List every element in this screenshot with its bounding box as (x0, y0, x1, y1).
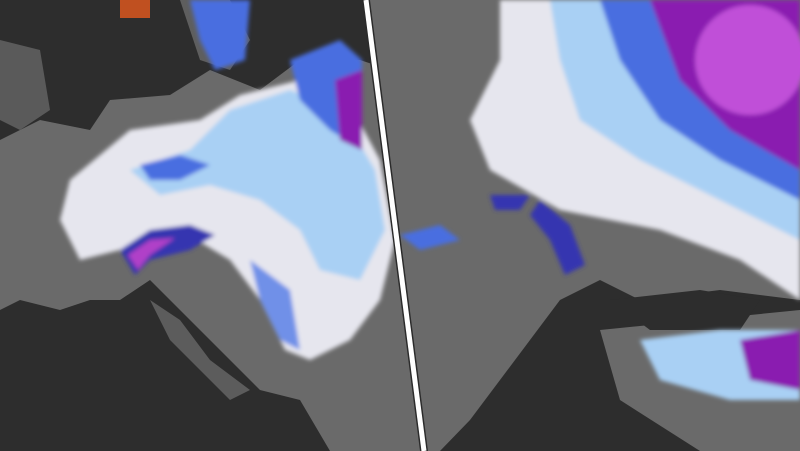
snow-band (490, 195, 530, 210)
hotspot (120, 0, 150, 18)
snow-light-blue (130, 90, 385, 280)
snow-alps-core (128, 238, 175, 270)
snow-left (60, 0, 395, 360)
land-britain (0, 40, 50, 130)
snow-purple (335, 70, 362, 150)
divider (363, 0, 427, 451)
black-sea (610, 290, 760, 330)
right-map (370, 0, 800, 451)
snow-carpathians (530, 200, 585, 275)
snow-magenta (695, 5, 800, 115)
snow-balkans (250, 260, 300, 350)
land-italy (150, 300, 250, 400)
snow-right (400, 0, 800, 400)
snow-caucasus (740, 330, 800, 390)
snow-band (140, 155, 210, 180)
snow-blue-north (190, 0, 250, 70)
snow-alps (400, 225, 460, 250)
left-map (0, 0, 420, 451)
